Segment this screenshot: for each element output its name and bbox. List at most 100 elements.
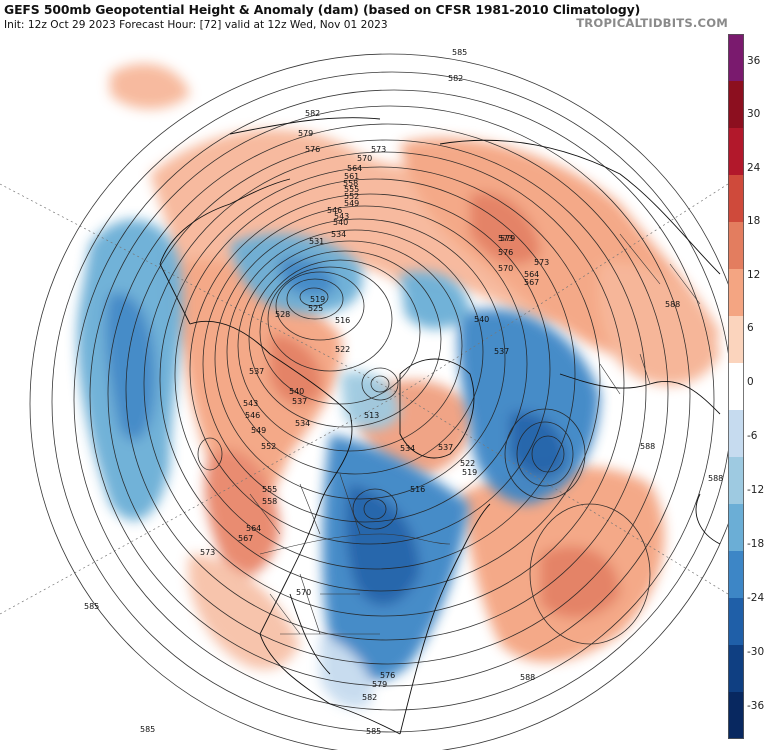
contour-ring-1 [29, 53, 728, 750]
contour-ring-15 [248, 250, 442, 428]
contour-label-558-top: 558 [343, 179, 358, 188]
map-title: GEFS 500mb Geopotential Height & Anomaly… [4, 2, 641, 17]
contour-ring-20 [299, 287, 329, 307]
low-center-great-lakes-2 [363, 498, 387, 520]
contour-label-570-west: 570 [296, 588, 311, 597]
colorbar-label-24: 24 [747, 162, 761, 174]
colorbar-label-30: 30 [747, 108, 761, 120]
contour-label-516-arctic: 516 [335, 316, 350, 325]
low-center-great-lakes-1 [352, 488, 398, 530]
contour-label-525-arctic: 525 [308, 304, 323, 313]
border-us-canada [259, 533, 451, 555]
contour-label-573-east: 573 [534, 258, 549, 267]
contour-label-540-hudson: 540 [289, 387, 304, 396]
contour-label-546-top: 546 [327, 206, 342, 215]
colorbar-segment [728, 410, 744, 458]
contour-label-579-south: 579 [372, 680, 387, 689]
contour-label-570-top: 570 [357, 154, 372, 163]
warm-core-siberia [470, 192, 540, 265]
contour-label-516-atlantic: 516 [410, 485, 425, 494]
contour-label-540-top: 540 [333, 218, 348, 227]
political-borders [249, 233, 701, 635]
coastline-alaska [159, 178, 291, 325]
warm-anomaly-west-us [188, 554, 300, 670]
contour-label-567-east: 567 [524, 278, 539, 287]
low-center-baffin-2 [370, 375, 390, 393]
meridian-line-southwest [0, 393, 401, 615]
low-center-north-atlantic-1 [504, 408, 586, 500]
warm-anomaly-pacific [110, 63, 190, 109]
contour-label-564-west: 564 [246, 524, 261, 533]
coastline-eurasia [439, 139, 721, 275]
coastline-mexico [289, 593, 331, 675]
contour-ring-18 [275, 271, 365, 341]
colorbar-segment [728, 551, 744, 599]
contour-label-579-east: 579 [500, 234, 515, 243]
colorbar-segment [728, 222, 744, 270]
graticule-lines [0, 183, 728, 615]
contour-label-519-arctic: 519 [310, 295, 325, 304]
cold-anomaly-baffin [340, 371, 400, 430]
contour-label-558-west: 558 [262, 497, 277, 506]
contour-label-585-top: 585 [452, 48, 467, 57]
coastline-greenland [399, 358, 475, 459]
contour-ring-13 [226, 229, 484, 475]
low-center-north-atlantic-3 [531, 435, 565, 473]
contour-label-537-hudson: 537 [249, 367, 264, 376]
contour-label-588-east: 588 [665, 300, 680, 309]
contour-label-546-west: 546 [245, 411, 260, 420]
colorbar-border [728, 34, 744, 739]
contour-ring-3 [73, 89, 715, 711]
contour-label-576-south: 576 [380, 671, 395, 680]
colorbar-segment [728, 692, 744, 739]
contour-label-576-east: 576 [498, 248, 513, 257]
contour-ring-8 [159, 166, 601, 592]
warm-core-atlantic [540, 546, 620, 618]
contour-ring-11 [202, 205, 528, 523]
height-contours [29, 53, 728, 750]
contour-label-543-top: 543 [334, 212, 349, 221]
colorbar-label-minus-6: -6 [747, 430, 758, 442]
border-us-states [269, 573, 380, 635]
contour-label-588-atlantic: 588 [640, 442, 655, 451]
colorbar-label-minus-24: -24 [747, 592, 765, 604]
colorbar-segment [728, 175, 744, 223]
low-center-north-atlantic-2 [516, 421, 574, 487]
border-canada-provinces [249, 473, 361, 535]
contour-ring-12 [214, 218, 506, 500]
contour-ring-19 [286, 278, 344, 320]
contour-label-582-top: 582 [448, 74, 463, 83]
contour-ring-5 [107, 123, 669, 665]
contour-label-531: 531 [309, 237, 324, 246]
contour-label-540-europe: 540 [474, 315, 489, 324]
contour-label-522-arctic: 522 [335, 345, 350, 354]
contour-label-561-top: 561 [344, 172, 359, 181]
contour-label-537-europe: 537 [494, 347, 509, 356]
contour-label-group: 585 582 582 579 576 573 570 564 561 558 … [84, 48, 723, 736]
contour-label-555-west: 555 [262, 485, 277, 494]
contour-ring-7 [143, 151, 625, 617]
contour-label-552-west: 552 [261, 442, 276, 451]
coastline-east-us [399, 503, 491, 735]
contour-label-564-east: 564 [524, 270, 539, 279]
colorbar-segment [728, 645, 744, 693]
coastline-africa [695, 493, 721, 545]
contour-label-573-arctic-east: 573 [498, 234, 513, 243]
contour-label-585-bottom: 585 [366, 727, 381, 736]
contour-label-522-atlantic: 522 [460, 459, 475, 468]
contour-label-588-far-east: 588 [708, 474, 723, 483]
meridian-line-west [0, 183, 401, 395]
cold-core-pacific [105, 292, 156, 441]
brand-watermark: TROPICALTIDBITS.COM [576, 16, 728, 30]
warm-anomaly-west-coast [204, 448, 280, 576]
contour-label-513: 513 [364, 411, 379, 420]
contour-ring-17 [267, 266, 393, 372]
contour-label-576: 576 [305, 145, 320, 154]
contour-label-579: 579 [298, 129, 313, 138]
meridian-line-southeast [399, 393, 728, 595]
low-center-baffin-1 [361, 367, 399, 401]
contour-label-588-south: 588 [520, 673, 535, 682]
warm-core-hudson [270, 334, 322, 405]
map-subtitle: Init: 12z Oct 29 2023 Forecast Hour: [72… [4, 19, 388, 31]
anomaly-colorbar [728, 34, 744, 739]
